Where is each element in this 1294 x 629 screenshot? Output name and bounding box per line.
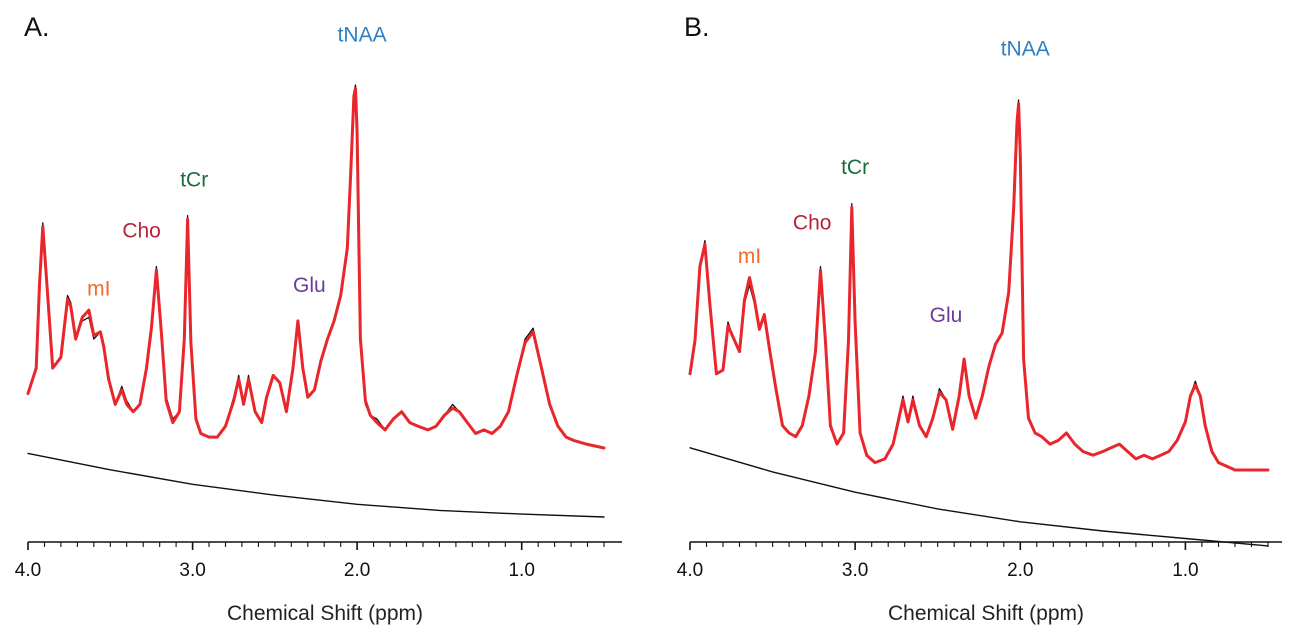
peak-label: tCr (841, 156, 869, 179)
peak-label: tNAA (338, 23, 387, 46)
x-tick-label: 1.0 (508, 560, 534, 581)
x-tick-label: 4.0 (677, 560, 703, 581)
x-axis-title: Chemical Shift (ppm) (888, 602, 1084, 625)
peak-label: Glu (930, 304, 963, 327)
peak-label: mI (87, 278, 110, 301)
peak-label: Cho (122, 220, 161, 243)
spectrum-panel-0: A. mI Cho tCr Glu tNAA 4.0 3.0 2.0 1.0 Chemical Sh… (15, 12, 622, 625)
fit-line (26, 87, 606, 450)
data-line (27, 84, 605, 449)
x-tick-label: 3.0 (179, 560, 205, 581)
peak-label: tCr (180, 169, 208, 192)
x-tick-label: 1.0 (1172, 560, 1198, 581)
panel-label: A. (24, 12, 50, 42)
x-axis-title: Chemical Shift (ppm) (227, 602, 423, 625)
x-tick-label: 3.0 (842, 560, 868, 581)
x-tick-label: 4.0 (15, 560, 41, 581)
x-tick-label: 2.0 (1007, 560, 1033, 581)
peak-label: mI (738, 245, 761, 268)
peak-label: Glu (293, 274, 326, 297)
fit-line (688, 102, 1270, 472)
x-tick-label: 2.0 (344, 560, 370, 581)
baseline-line (689, 447, 1269, 547)
data-line (689, 99, 1269, 471)
panel-label: B. (684, 12, 710, 42)
spectrum-panel-1: B. mI Cho tCr Glu tNAA 4.0 3.0 2.0 1.0 Chemical Sh… (677, 12, 1282, 625)
peak-label: Cho (793, 212, 832, 235)
peak-label: tNAA (1001, 38, 1050, 61)
baseline-line (27, 452, 605, 518)
